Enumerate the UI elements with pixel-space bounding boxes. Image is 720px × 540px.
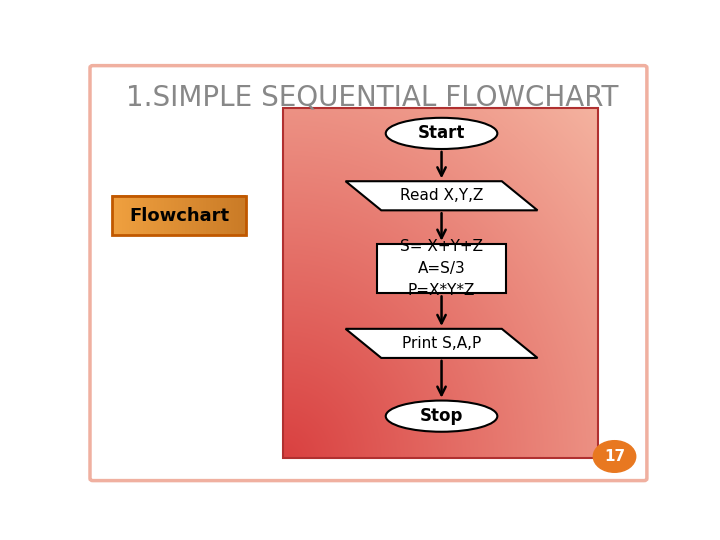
Text: Stop: Stop xyxy=(420,407,463,425)
FancyBboxPatch shape xyxy=(377,244,505,294)
Polygon shape xyxy=(346,329,538,358)
Text: S= X+Y+Z
A=S/3
P=X*Y*Z: S= X+Y+Z A=S/3 P=X*Y*Z xyxy=(400,239,483,298)
Ellipse shape xyxy=(386,118,498,149)
Text: 1.SIMPLE SEQUENTIAL FLOWCHART: 1.SIMPLE SEQUENTIAL FLOWCHART xyxy=(126,84,618,112)
Text: 17: 17 xyxy=(604,449,625,464)
Circle shape xyxy=(593,441,636,472)
Text: Print S,A,P: Print S,A,P xyxy=(402,336,481,351)
Text: Read X,Y,Z: Read X,Y,Z xyxy=(400,188,483,203)
Text: Flowchart: Flowchart xyxy=(129,206,230,225)
Polygon shape xyxy=(346,181,538,210)
Text: Start: Start xyxy=(418,124,465,143)
Ellipse shape xyxy=(386,401,498,432)
